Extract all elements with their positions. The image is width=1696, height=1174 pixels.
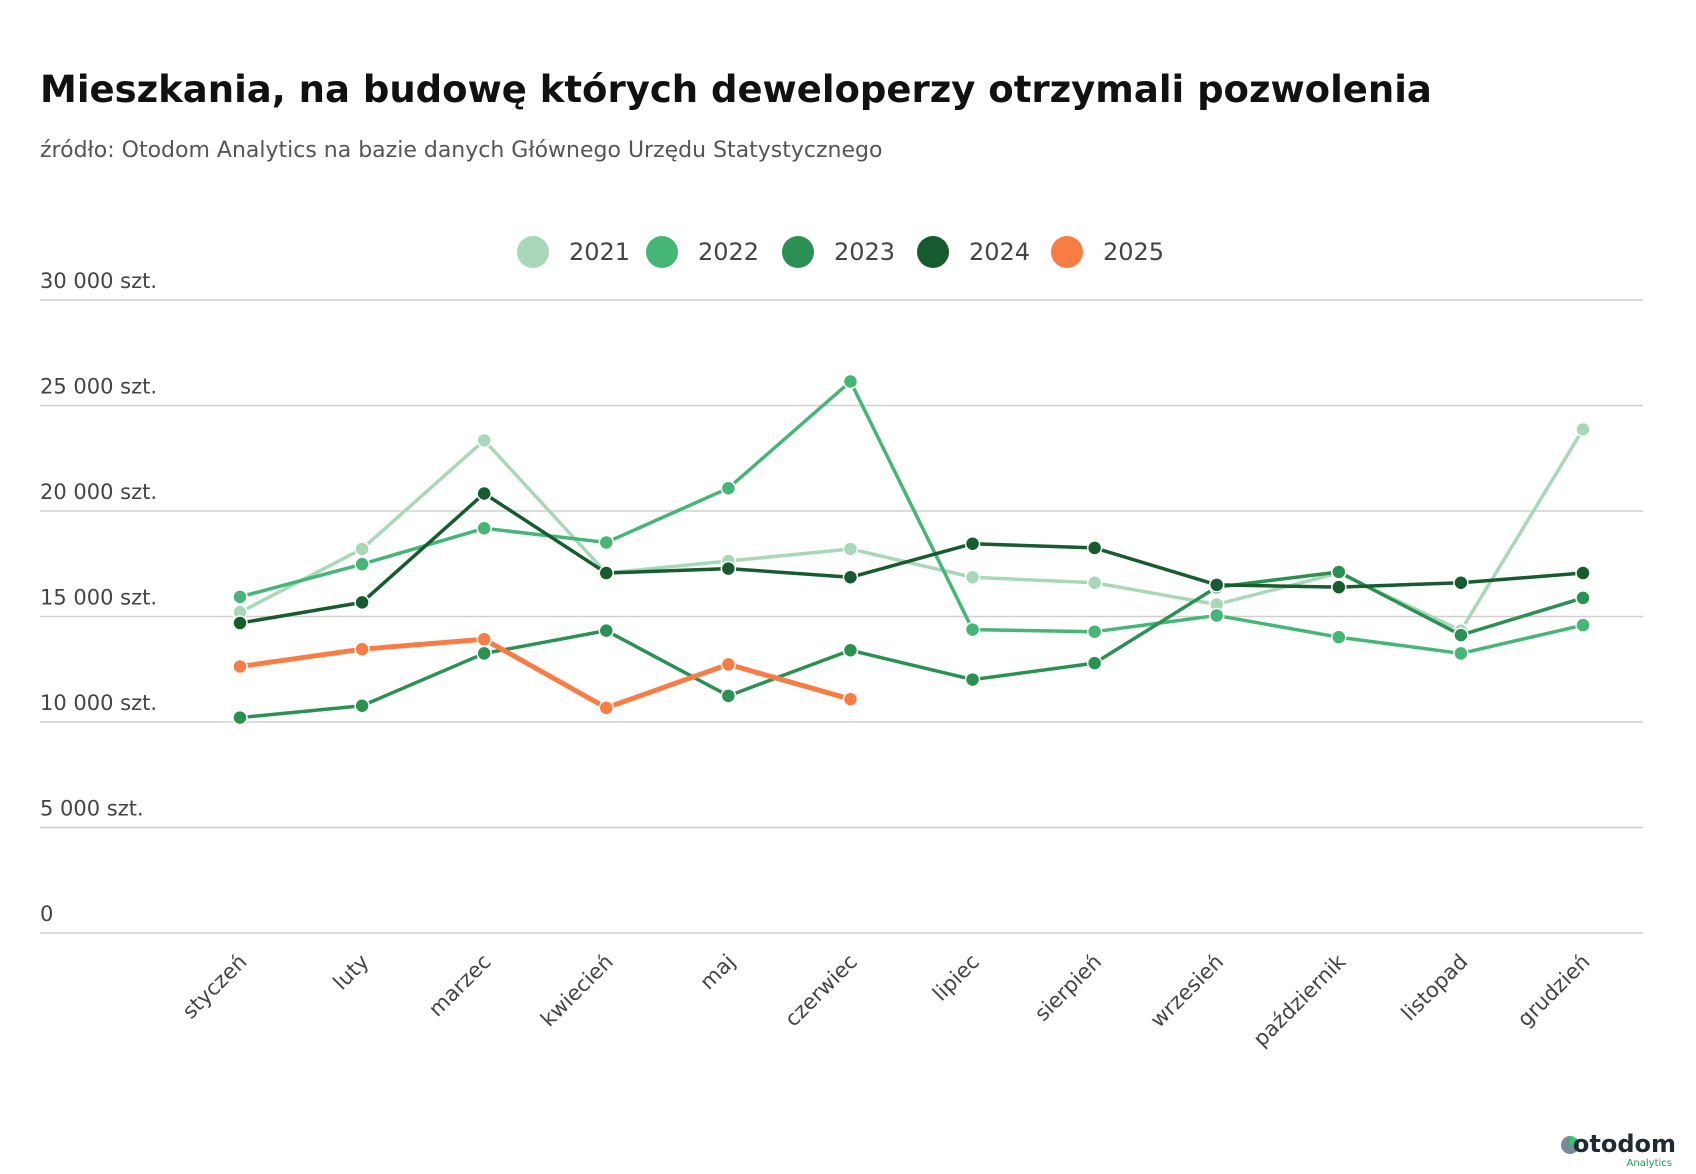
y-tick-label: 20 000 szt.: [40, 480, 157, 504]
series-line: [239, 379, 1584, 656]
y-tick-label: 5 000 szt.: [40, 797, 144, 821]
x-tick-label: czerwiec: [780, 950, 862, 1032]
legend-swatch: [782, 236, 814, 268]
data-point: [720, 656, 737, 673]
x-tick-label: sierpień: [1030, 950, 1106, 1026]
data-point: [1453, 645, 1469, 662]
data-point: [1331, 564, 1347, 580]
legend-label: 2021: [569, 238, 630, 266]
data-point: [1331, 579, 1347, 595]
logo: otodom Analytics: [1561, 1130, 1676, 1169]
data-point: [598, 565, 615, 581]
data-point: [1575, 565, 1591, 581]
data-point: [720, 480, 737, 496]
data-point: [476, 645, 492, 662]
data-point: [1208, 577, 1225, 593]
data-point: [354, 556, 370, 572]
data-point: [1331, 629, 1347, 645]
legend-swatch: [517, 236, 549, 268]
data-point: [842, 541, 859, 557]
data-point: [476, 631, 492, 648]
x-tick-label: maj: [695, 950, 740, 995]
data-point: [232, 589, 248, 605]
legend-swatch: [917, 236, 949, 268]
legend-label: 2022: [698, 238, 759, 266]
x-tick-label: listopad: [1397, 950, 1473, 1026]
data-point: [476, 432, 492, 449]
logo-icon-accent: [1570, 1136, 1579, 1145]
data-point: [232, 615, 248, 631]
data-point: [964, 569, 981, 586]
data-point: [476, 485, 492, 502]
data-point: [1086, 540, 1103, 556]
x-tick-label: luty: [329, 950, 374, 995]
logo-text: otodom: [1573, 1130, 1676, 1158]
y-tick-label: 0: [40, 902, 53, 926]
y-tick-label: 15 000 szt.: [40, 586, 157, 610]
data-point: [1086, 623, 1103, 640]
data-point: [1086, 574, 1103, 591]
data-point: [964, 535, 981, 552]
series-line: [239, 491, 1584, 625]
data-point: [1086, 655, 1103, 671]
logo-subtext: Analytics: [1627, 1158, 1672, 1169]
data-point: [842, 691, 859, 707]
data-point: [598, 700, 615, 716]
y-tick-label: 10 000 szt.: [40, 691, 157, 715]
data-point: [354, 594, 370, 611]
chart-title: Mieszkania, na budowę których deweloperz…: [40, 68, 1432, 111]
legend-label: 2024: [969, 238, 1030, 266]
data-point: [476, 520, 492, 537]
legend-swatch: [646, 236, 678, 268]
data-point: [964, 621, 981, 638]
data-point: [1453, 627, 1469, 643]
x-tick-label: styczeń: [178, 950, 252, 1024]
data-point: [720, 688, 737, 704]
x-tick-label: marzec: [424, 950, 496, 1022]
data-point: [232, 709, 248, 726]
chart-subtitle: źródło: Otodom Analytics na bazie danych…: [40, 138, 882, 163]
x-tick-label: grudzień: [1513, 950, 1595, 1032]
legend-swatch: [1051, 236, 1083, 268]
legend-label: 2023: [834, 238, 895, 266]
data-point: [598, 622, 615, 639]
data-point: [1208, 607, 1225, 624]
data-point: [354, 541, 370, 557]
x-tick-label: wrzesień: [1146, 950, 1229, 1033]
x-tick-label: kwiecień: [536, 950, 618, 1032]
y-tick-label: 30 000 szt.: [40, 269, 157, 293]
data-point: [1575, 590, 1591, 606]
series-line: [239, 570, 1584, 720]
data-point: [842, 642, 859, 659]
data-point: [354, 641, 370, 657]
data-point: [1575, 617, 1591, 633]
data-point: [232, 658, 248, 675]
data-point: [598, 534, 615, 551]
data-point: [354, 698, 370, 714]
data-point: [842, 569, 859, 586]
x-tick-label: październik: [1249, 949, 1351, 1051]
data-point: [720, 560, 737, 577]
y-tick-label: 25 000 szt.: [40, 375, 157, 399]
series-line: [239, 636, 852, 711]
data-point: [1453, 574, 1469, 591]
legend-label: 2025: [1103, 238, 1164, 266]
x-tick-label: lipiec: [928, 950, 984, 1006]
data-point: [964, 671, 981, 688]
data-point: [1575, 421, 1591, 438]
data-point: [842, 373, 859, 390]
